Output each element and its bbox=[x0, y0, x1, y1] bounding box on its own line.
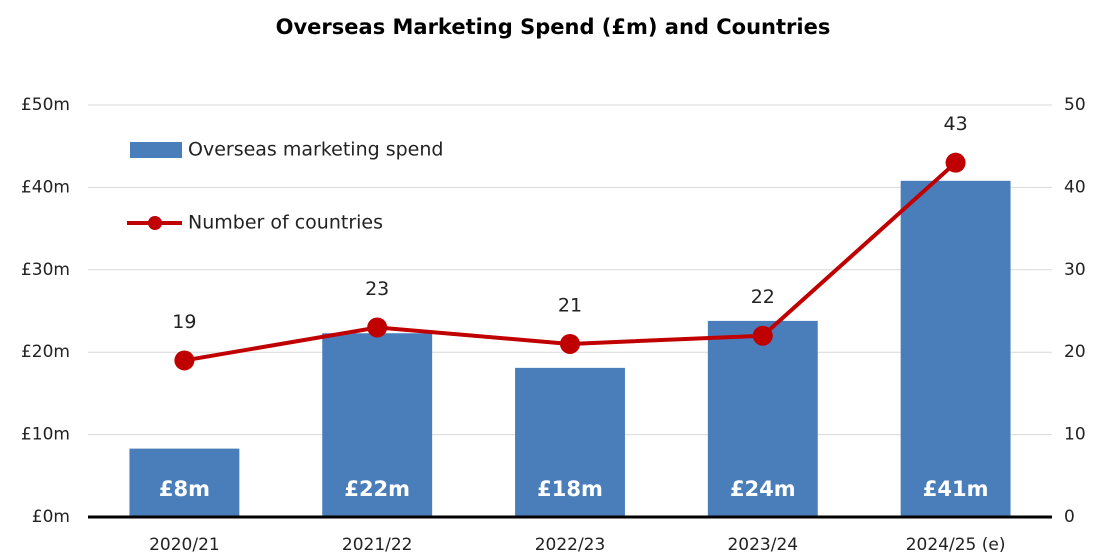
x-tick-label: 2021/22 bbox=[342, 535, 413, 555]
y2-tick-label: 20 bbox=[1064, 342, 1086, 362]
line-marker bbox=[945, 152, 966, 173]
chart-title: Overseas Marketing Spend (£m) and Countr… bbox=[276, 15, 831, 39]
y2-tick-label: 30 bbox=[1064, 260, 1086, 280]
y2-tick-label: 10 bbox=[1064, 425, 1086, 445]
line-value-label: 21 bbox=[558, 294, 582, 316]
y-tick-label: £10m bbox=[21, 425, 70, 445]
bar bbox=[707, 320, 818, 517]
y2-tick-label: 40 bbox=[1064, 177, 1086, 197]
x-tick-label: 2024/25 (e) bbox=[906, 535, 1006, 555]
x-tick-label: 2022/23 bbox=[535, 535, 606, 555]
bar bbox=[515, 367, 625, 517]
line-marker bbox=[367, 317, 388, 338]
legend-swatch bbox=[130, 142, 182, 158]
bar-value-label: £8m bbox=[159, 477, 210, 501]
line-value-label: 43 bbox=[944, 113, 968, 135]
bar-value-label: £18m bbox=[537, 477, 603, 501]
legend-marker bbox=[148, 216, 162, 230]
line-marker bbox=[560, 333, 580, 354]
y-tick-label: £0m bbox=[32, 507, 70, 527]
y-tick-label: £50m bbox=[21, 95, 70, 115]
x-tick-label: 2020/21 bbox=[149, 535, 220, 555]
line-marker bbox=[174, 350, 195, 371]
y-tick-label: £40m bbox=[21, 177, 70, 197]
bar-value-label: £41m bbox=[923, 477, 989, 501]
legend-label: Overseas marketing spend bbox=[188, 139, 443, 161]
y2-tick-label: 0 bbox=[1064, 507, 1075, 527]
x-tick-label: 2023/24 bbox=[727, 535, 798, 555]
line-marker bbox=[752, 325, 773, 346]
line-value-label: 19 bbox=[172, 311, 196, 333]
bar bbox=[900, 180, 1011, 518]
bar bbox=[129, 448, 240, 517]
line bbox=[184, 161, 957, 363]
y-tick-label: £20m bbox=[21, 342, 70, 362]
line-value-label: 23 bbox=[365, 278, 389, 300]
bar-value-label: £22m bbox=[344, 477, 410, 501]
y-tick-label: £30m bbox=[21, 260, 70, 280]
line-value-label: 22 bbox=[751, 286, 775, 308]
bar bbox=[322, 333, 433, 517]
bar-value-label: £24m bbox=[730, 477, 796, 501]
y2-tick-label: 50 bbox=[1064, 95, 1086, 115]
legend-label: Number of countries bbox=[188, 212, 383, 234]
